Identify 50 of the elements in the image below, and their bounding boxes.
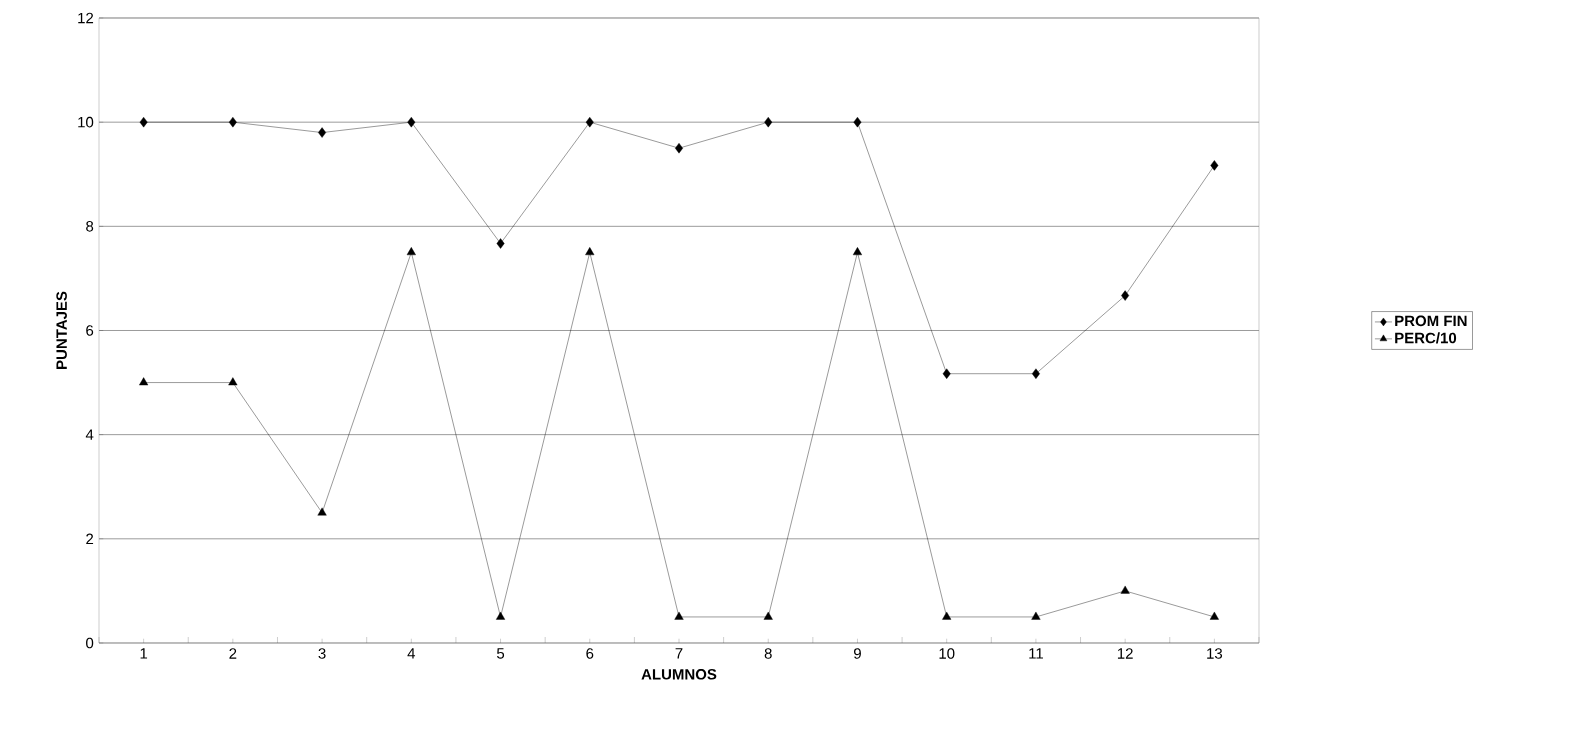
y-tick-label: 0 — [86, 637, 94, 649]
point — [942, 368, 951, 379]
point — [317, 507, 327, 516]
point — [852, 247, 862, 256]
y-tick-label: 10 — [78, 116, 94, 128]
point — [406, 247, 416, 256]
point — [228, 377, 238, 386]
x-tick-label: 7 — [675, 648, 683, 659]
x-tick-label: 8 — [764, 648, 772, 659]
y-tick-label: 2 — [86, 533, 94, 545]
point — [139, 377, 149, 386]
x-tick-label: 12 — [1117, 648, 1133, 659]
x-tick-label: 1 — [140, 648, 148, 659]
point — [318, 127, 327, 138]
x-tick-label: 6 — [586, 648, 594, 659]
point — [674, 611, 684, 620]
x-tick-label: 3 — [318, 648, 326, 659]
point — [1031, 611, 1041, 620]
x-tick-label: 11 — [1029, 648, 1043, 659]
x-tick-label: 13 — [1207, 648, 1223, 659]
point — [763, 611, 773, 620]
x-tick-label: 10 — [939, 648, 955, 659]
point — [407, 116, 416, 128]
x-tick-label: 2 — [229, 648, 237, 659]
point — [496, 238, 505, 249]
point — [496, 611, 506, 620]
point — [764, 116, 773, 128]
point — [1209, 611, 1219, 620]
point — [1121, 290, 1130, 301]
point — [853, 116, 862, 128]
point — [585, 116, 594, 128]
point — [1210, 160, 1219, 171]
x-axis-title: ALUMNOS — [641, 669, 717, 680]
point — [942, 611, 952, 620]
point — [585, 247, 595, 256]
legend-label: PROM FIN — [1395, 315, 1467, 327]
legend-label: PERC/10 — [1395, 332, 1457, 344]
y-tick-label: 6 — [86, 325, 94, 336]
y-tick-label: 4 — [85, 429, 94, 440]
y-tick-label: 12 — [78, 12, 94, 24]
x-tick-label: 4 — [407, 648, 416, 659]
point — [675, 143, 683, 154]
point — [1120, 585, 1130, 594]
point — [228, 116, 237, 128]
y-tick-label: 8 — [86, 221, 94, 232]
x-tick-label: 5 — [496, 648, 505, 659]
point — [139, 116, 148, 128]
y-axis-title: PUNTAJES — [56, 291, 67, 369]
x-tick-label: 9 — [854, 648, 861, 659]
point — [1031, 368, 1040, 379]
